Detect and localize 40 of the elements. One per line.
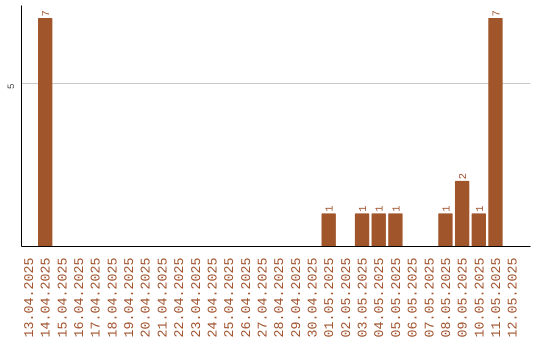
data-label: 1 bbox=[358, 206, 370, 212]
x-tick-label: 09.05.2025 bbox=[456, 257, 472, 338]
x-tick-label: 23.04.2025 bbox=[190, 257, 205, 338]
y-tick-label: 5 bbox=[6, 84, 16, 89]
data-label: 7 bbox=[491, 10, 504, 17]
x-tick-label: 12.05.2025 bbox=[506, 257, 522, 338]
x-tick-label: 28.04.2025 bbox=[273, 257, 288, 338]
x-tick-label: 13.04.2025 bbox=[23, 257, 38, 338]
data-label: 2 bbox=[458, 172, 470, 180]
x-tick-label: 24.04.2025 bbox=[206, 257, 222, 338]
data-label: 1 bbox=[374, 206, 387, 212]
x-tick-label: 01.05.2025 bbox=[323, 257, 338, 338]
x-tick-label: 19.04.2025 bbox=[123, 257, 138, 338]
x-tick-label: 30.04.2025 bbox=[306, 257, 322, 338]
x-tick-label: 06.05.2025 bbox=[406, 257, 422, 338]
x-tick-label: 07.05.2025 bbox=[423, 257, 438, 338]
data-label: 1 bbox=[391, 206, 404, 212]
x-tick-label: 21.04.2025 bbox=[156, 257, 172, 338]
x-tick-label: 15.04.2025 bbox=[56, 257, 72, 338]
x-tick-label: 20.04.2025 bbox=[140, 257, 155, 338]
x-tick-label: 16.04.2025 bbox=[73, 257, 88, 338]
x-tick-label: 22.04.2025 bbox=[173, 257, 188, 338]
data-label: 1 bbox=[324, 206, 337, 212]
x-tick-label: 08.05.2025 bbox=[440, 257, 455, 338]
data-label: 7 bbox=[41, 10, 54, 17]
x-tick-label: 04.05.2025 bbox=[373, 257, 388, 338]
x-tick-label: 14.04.2025 bbox=[40, 257, 55, 338]
x-tick-label: 18.04.2025 bbox=[106, 257, 122, 338]
x-tick-label: 17.04.2025 bbox=[90, 257, 105, 338]
x-tick-label: 05.05.2025 bbox=[390, 257, 405, 338]
x-tick-label: 27.04.2025 bbox=[256, 257, 272, 338]
x-tick-label: 03.05.2025 bbox=[356, 257, 372, 338]
x-tick-label: 02.05.2025 bbox=[340, 257, 355, 338]
x-tick-label: 26.04.2025 bbox=[240, 257, 255, 338]
x-tick-label: 25.04.2025 bbox=[223, 257, 238, 338]
x-tick-label: 29.04.2025 bbox=[290, 257, 305, 338]
x-tick-label: 11.05.2025 bbox=[490, 257, 505, 338]
data-label: 1 bbox=[474, 206, 487, 212]
x-tick-label: 10.05.2025 bbox=[473, 257, 488, 338]
data-label: 1 bbox=[441, 206, 454, 212]
